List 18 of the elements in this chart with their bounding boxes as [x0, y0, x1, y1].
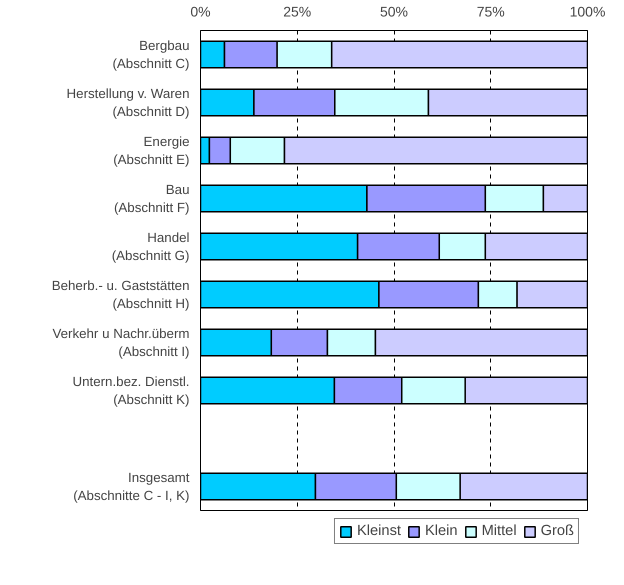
y-tick-label: Untern.bez. Dienstl. (Abschnitt K)	[72, 374, 190, 407]
y-tick-label: Bergbau (Abschnitt C)	[112, 38, 190, 71]
legend-label: Mittel	[482, 523, 517, 539]
x-tick-label: 50%	[380, 4, 408, 20]
y-tick-label: Bau (Abschnitt F)	[114, 182, 190, 215]
legend-label: Kleinst	[356, 523, 401, 539]
y-tick-label: Handel (Abschnitt G)	[112, 230, 190, 263]
x-tick-label: 25%	[283, 4, 312, 20]
x-tick-label: 100%	[570, 4, 606, 20]
y-tick-label: Energie (Abschnitt E)	[113, 134, 190, 167]
x-tick-label: 0%	[190, 4, 211, 20]
legend-label: Groß	[540, 523, 574, 539]
x-tick-label: 75%	[476, 4, 505, 20]
y-tick-label: Verkehr u Nachr.überm (Abschnitt I)	[52, 326, 190, 359]
y-tick-label: Insgesamt (Abschnitte C - I, K)	[73, 470, 190, 503]
y-tick-label: Herstellung v. Waren (Abschnitt D)	[66, 86, 190, 119]
legend-label: Klein	[424, 523, 458, 539]
y-tick-label: Beherb.- u. Gaststätten (Abschnitt H)	[52, 278, 190, 311]
